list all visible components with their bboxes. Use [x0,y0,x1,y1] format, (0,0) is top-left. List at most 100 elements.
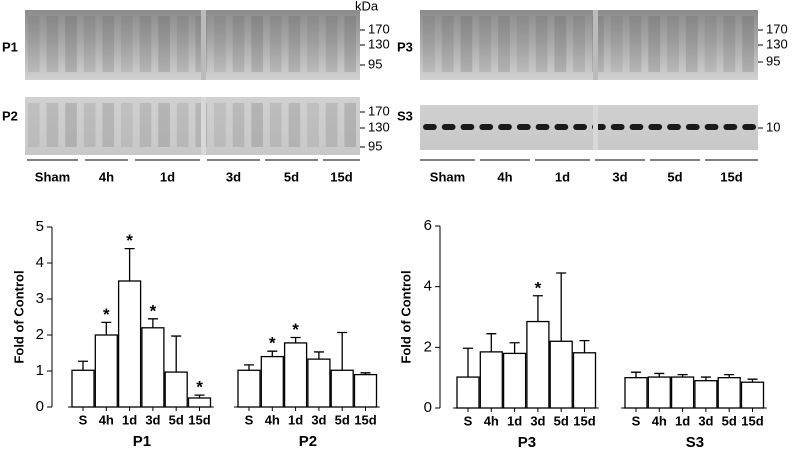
blot-lane [269,16,282,72]
blot-lane [102,16,115,72]
bar [260,355,284,408]
group-label: 5d [667,169,682,184]
blot-band [723,124,738,130]
significance-mark: * [535,278,542,297]
x-tick-label: 5d [335,412,350,427]
blot-band [610,124,625,130]
blot-band [704,124,719,130]
blot-lane [176,103,189,147]
bar [164,371,188,408]
blot-lane [325,103,338,147]
blot-lane [46,16,59,72]
blot-lane [667,16,679,72]
y-tick-label: 5 [36,218,44,235]
blot-lane [102,103,115,147]
blot-lane [460,16,473,72]
blot-lane [648,16,661,72]
x-tick-label: S [464,413,473,428]
x-tick-label: 1d [675,413,690,428]
bar [479,351,503,409]
blot-lane [28,103,40,147]
group-label: S3 [686,434,704,451]
blot-lane [307,103,319,147]
significance-mark: * [269,334,276,353]
blot-lane [423,16,435,72]
x-tick-label: 4h [99,412,114,427]
blot-panel-label: P1 [2,39,18,54]
error-bar [579,340,590,353]
blot-band [648,124,663,130]
blot-lane [232,16,245,72]
blot-lane [121,103,133,147]
blot-lane [65,103,77,147]
error-bar [267,350,278,357]
bar [549,340,573,409]
bar [187,397,212,408]
blot-lane [28,16,40,72]
blot-panel-label: S3 [397,108,413,123]
blot-panel-label: P2 [2,108,18,123]
y-tick-label: 4 [424,278,432,295]
blot-band [554,124,569,130]
group-label: P2 [299,433,317,450]
blot-lane [214,103,226,147]
group-label: 15d [720,169,742,184]
group-label: 3d [612,169,627,184]
blot-lane [176,16,189,72]
blot-gap [593,10,598,80]
blot-lane [307,16,319,72]
group-label: 4h [99,169,114,184]
blot-lane [158,16,170,72]
bar [670,376,695,409]
x-tick-label: 15d [741,413,763,428]
significance-mark: * [126,231,133,250]
x-tick-label: 15d [573,413,595,428]
blot-lane [535,16,548,72]
blot-lane [121,16,133,72]
bar [647,376,671,409]
bar [307,358,331,408]
blot-lane [288,103,301,147]
blot-lane [251,103,263,147]
blot-band [629,124,644,130]
blot-band [498,124,512,130]
bar [502,352,527,409]
blot-lane [629,16,642,72]
blot-image [25,97,360,155]
blot-lane [158,103,170,147]
error-bar [631,371,641,378]
group-label: 5d [284,169,299,184]
y-tick-label: 0 [424,399,432,416]
blot-lane [498,16,510,72]
blot-gap [201,10,206,80]
x-tick-label: 4h [265,412,280,427]
blot-lane [554,16,567,72]
group-label: 15d [330,169,352,184]
x-tick-label: 5d [169,412,184,427]
bar [717,377,741,409]
blot-lane [344,16,356,72]
blot-gap [593,105,598,150]
error-bar [313,351,324,360]
y-tick-label: 3 [36,290,44,307]
bar [740,381,765,409]
blot-lane [83,103,96,147]
marker-label: 10 [766,119,780,134]
blot-lane [685,16,698,72]
blot-lane [573,16,585,72]
y-tick-label: 2 [424,338,432,355]
error-bar [556,272,567,342]
y-tick-label: 2 [36,326,44,343]
bar [117,280,142,408]
error-bar [700,376,711,381]
x-tick-label: 1d [122,412,137,427]
x-tick-label: 5d [554,413,569,428]
error-bar [486,333,497,352]
error-bar [724,373,735,378]
error-bar [360,372,371,375]
blot-band [685,124,700,130]
blot-lane [325,16,338,72]
blot-image [420,10,758,80]
y-tick-label: 6 [424,217,432,234]
